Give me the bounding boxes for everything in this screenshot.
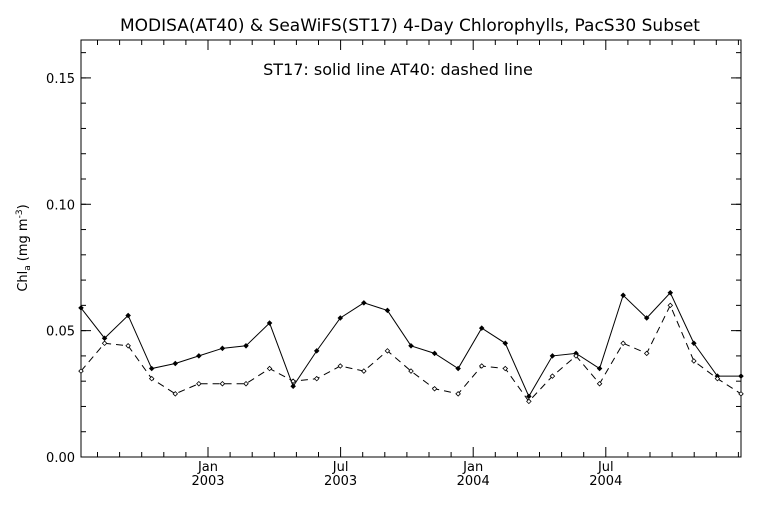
data-point-st17 bbox=[431, 350, 438, 357]
data-point-st17 bbox=[172, 360, 179, 367]
data-point-st17 bbox=[408, 343, 414, 349]
data-point-st17 bbox=[455, 365, 461, 372]
data-point-st17 bbox=[337, 315, 344, 321]
data-point-at40 bbox=[408, 368, 414, 374]
data-point-at40 bbox=[266, 365, 273, 372]
data-point-st17 bbox=[101, 335, 108, 341]
data-point-at40 bbox=[478, 363, 485, 369]
data-point-st17 bbox=[266, 320, 273, 326]
data-point-st17 bbox=[738, 373, 744, 379]
x-tick-year-label: 2003 bbox=[191, 474, 224, 489]
data-point-at40 bbox=[738, 391, 744, 397]
data-point-at40 bbox=[596, 380, 603, 387]
x-tick-month-label: Jul bbox=[597, 460, 614, 475]
x-tick-year-label: 2004 bbox=[457, 474, 490, 489]
data-point-st17 bbox=[361, 300, 367, 306]
data-point-st17 bbox=[313, 348, 320, 354]
series-annotation: ST17: solid line AT40: dashed line bbox=[263, 60, 533, 79]
y-axis-label-subscript: a bbox=[23, 265, 33, 271]
data-point-st17 bbox=[620, 292, 626, 299]
data-point-at40 bbox=[502, 365, 509, 372]
data-point-at40 bbox=[691, 358, 697, 364]
y-tick-label: 0.05 bbox=[46, 325, 75, 340]
x-tick-month-label: Jan bbox=[462, 460, 483, 475]
data-point-st17 bbox=[384, 307, 391, 314]
data-point-st17 bbox=[219, 345, 226, 352]
data-point-st17 bbox=[596, 365, 603, 372]
plot-frame bbox=[80, 39, 742, 458]
data-point-at40 bbox=[101, 340, 108, 347]
data-point-at40 bbox=[361, 368, 367, 374]
y-axis-label-main: Chl bbox=[16, 271, 31, 292]
y-tick-label: 0.15 bbox=[46, 72, 75, 87]
data-point-st17 bbox=[148, 365, 155, 372]
series-lines bbox=[78, 289, 744, 405]
data-point-at40 bbox=[714, 375, 721, 382]
data-point-at40 bbox=[172, 391, 179, 397]
data-point-at40 bbox=[667, 302, 674, 309]
plot-axes: 0.000.050.100.15Jan2003Jul2003Jan2004Jul… bbox=[46, 39, 742, 489]
data-point-at40 bbox=[431, 385, 438, 392]
data-point-at40 bbox=[290, 378, 296, 384]
data-point-at40 bbox=[384, 348, 391, 354]
data-point-st17 bbox=[667, 289, 674, 296]
data-point-st17 bbox=[526, 393, 532, 400]
data-point-at40 bbox=[78, 368, 84, 374]
data-point-st17 bbox=[243, 343, 249, 349]
y-axis-label-unit: (mg m bbox=[16, 218, 31, 261]
series-line-at40 bbox=[80, 304, 742, 403]
x-tick-month-label: Jan bbox=[197, 460, 218, 475]
data-point-at40 bbox=[125, 343, 131, 349]
data-point-at40 bbox=[455, 391, 461, 397]
data-point-at40 bbox=[620, 340, 626, 347]
data-point-at40 bbox=[573, 353, 579, 359]
y-tick-label: 0.10 bbox=[46, 198, 75, 213]
data-point-st17 bbox=[125, 312, 131, 319]
data-point-st17 bbox=[691, 340, 697, 347]
data-point-at40 bbox=[549, 373, 556, 379]
data-point-st17 bbox=[478, 325, 485, 331]
data-point-at40 bbox=[148, 375, 155, 382]
x-tick-year-label: 2003 bbox=[324, 474, 357, 489]
y-axis-label: Chla (mg m-3) bbox=[15, 204, 33, 291]
data-point-at40 bbox=[643, 350, 650, 357]
x-tick-year-label: 2004 bbox=[589, 474, 622, 489]
data-point-st17 bbox=[502, 340, 509, 347]
data-point-at40 bbox=[526, 398, 532, 405]
data-point-at40 bbox=[313, 375, 320, 382]
data-point-at40 bbox=[337, 363, 344, 369]
data-point-st17 bbox=[549, 353, 556, 359]
data-point-st17 bbox=[78, 305, 84, 311]
data-point-st17 bbox=[290, 383, 296, 390]
chart-title: MODISA(AT40) & SeaWiFS(ST17) 4-Day Chlor… bbox=[120, 16, 700, 36]
y-tick-label: 0.00 bbox=[46, 451, 75, 466]
data-point-at40 bbox=[196, 380, 202, 387]
x-tick-month-label: Jul bbox=[332, 460, 349, 475]
data-point-st17 bbox=[643, 315, 650, 321]
data-point-at40 bbox=[243, 380, 249, 387]
data-point-st17 bbox=[196, 353, 202, 359]
y-axis-label-close: ) bbox=[16, 204, 31, 209]
data-point-at40 bbox=[219, 380, 226, 387]
y-axis-label-exponent: -3 bbox=[15, 209, 25, 218]
